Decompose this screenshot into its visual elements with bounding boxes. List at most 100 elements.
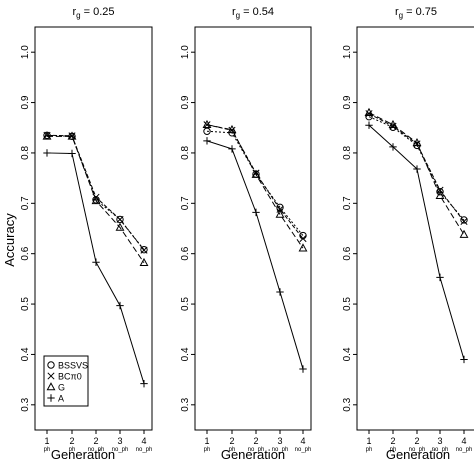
legend-entry: BSSVS <box>58 361 88 371</box>
x-tick-label: 3 <box>437 436 442 446</box>
x-tick-sublabel: ph <box>366 447 373 453</box>
y-tick-label: 0.9 <box>342 95 353 109</box>
data-point <box>252 208 260 217</box>
y-tick-label: 0.5 <box>342 297 353 311</box>
data-point <box>276 288 284 296</box>
x-tick-sublabel: no_ph <box>136 447 153 453</box>
y-tick-label: 0.4 <box>180 347 191 361</box>
data-point <box>43 149 51 157</box>
x-axis-label-2: Generation <box>221 447 285 462</box>
data-point <box>68 132 76 140</box>
x-tick-sublabel: ph <box>44 447 51 453</box>
legend-marker <box>47 394 55 402</box>
panel-title: rg = 0.54 <box>232 6 274 20</box>
data-point <box>115 222 125 231</box>
data-point <box>299 235 307 243</box>
data-point <box>364 107 374 116</box>
data-point <box>436 186 444 194</box>
y-tick-label: 0.4 <box>20 347 31 361</box>
legend-entry: BCπ0 <box>58 372 82 382</box>
legend-marker <box>46 382 56 391</box>
series-2 <box>203 121 307 243</box>
x-tick-label: 3 <box>117 436 122 446</box>
legend-marker <box>47 372 55 380</box>
x-tick-label: 3 <box>277 436 282 446</box>
series-2 <box>43 131 148 254</box>
y-tick-label: 0.4 <box>342 347 353 361</box>
data-point <box>140 245 148 254</box>
x-axis-label-1: Generation <box>51 447 115 462</box>
data-point <box>460 217 468 226</box>
x-tick-label: 4 <box>461 436 466 446</box>
y-tick-label: 0.3 <box>342 397 353 411</box>
x-tick-label: 4 <box>141 436 146 446</box>
y-axis-label: Accuracy <box>2 213 17 267</box>
data-point <box>203 137 211 145</box>
x-tick-label: 2 <box>229 436 234 446</box>
data-point <box>251 169 261 178</box>
data-point <box>459 229 469 238</box>
legend-entry: A <box>58 394 64 404</box>
y-tick-label: 1.0 <box>180 45 191 59</box>
y-tick-label: 0.3 <box>180 397 191 411</box>
x-tick-sublabel: ph <box>204 447 211 453</box>
x-tick-label: 1 <box>366 436 371 446</box>
data-point <box>203 127 211 135</box>
series-3 <box>364 107 469 238</box>
y-tick-label: 1.0 <box>20 45 31 59</box>
series-line <box>46 134 145 251</box>
plot-frame <box>194 26 312 431</box>
x-tick-sublabel: no_ph <box>295 447 312 453</box>
data-point <box>202 119 212 129</box>
series-4 <box>365 121 468 364</box>
x-tick-sublabel: ph <box>229 447 236 453</box>
data-point <box>227 124 237 134</box>
series-line <box>368 112 465 235</box>
series-3 <box>202 119 308 252</box>
data-point <box>92 258 100 266</box>
data-point <box>68 149 76 158</box>
y-tick-label: 0.8 <box>20 146 31 160</box>
data-point <box>365 121 373 129</box>
x-tick-label: 2 <box>390 436 395 446</box>
data-point <box>139 257 149 267</box>
series-line <box>46 134 145 250</box>
series-3 <box>42 131 149 267</box>
y-tick-label: 0.3 <box>20 397 31 411</box>
legend-marker <box>47 361 55 369</box>
data-point <box>299 365 307 373</box>
data-point <box>228 145 236 153</box>
y-tick-label: 0.8 <box>342 146 353 160</box>
y-tick-label: 0.6 <box>342 246 353 260</box>
x-tick-label: 2 <box>93 436 98 446</box>
x-tick-sublabel: no_ph <box>432 447 449 453</box>
series-line <box>47 135 145 264</box>
panel-1: rg = 0.250.30.40.50.60.70.80.91.01ph2ph2… <box>20 6 153 453</box>
panel-title: rg = 0.75 <box>395 6 437 20</box>
y-tick-label: 0.5 <box>20 297 31 311</box>
data-point <box>67 131 77 140</box>
series-4 <box>43 149 148 388</box>
series-line <box>206 124 304 239</box>
x-tick-label: 1 <box>204 436 209 446</box>
x-tick-sublabel: no_ph <box>456 447 473 453</box>
data-point <box>413 165 421 173</box>
data-point <box>140 379 148 388</box>
panel-3: rg = 0.750.30.40.50.60.70.80.91.01ph2ph2… <box>342 6 474 453</box>
data-point <box>91 195 101 205</box>
y-tick-label: 0.8 <box>180 146 191 160</box>
y-tick-label: 0.9 <box>180 95 191 109</box>
x-tick-sublabel: no_ph <box>272 447 289 453</box>
y-tick-label: 0.5 <box>180 297 191 311</box>
plot-frame <box>356 26 474 431</box>
data-point <box>388 119 398 129</box>
panel-title: rg = 0.25 <box>72 6 114 20</box>
series-line <box>206 124 304 249</box>
series-line <box>368 124 465 360</box>
series-line <box>46 152 145 384</box>
x-tick-label: 2 <box>253 436 258 446</box>
data-point <box>412 138 422 147</box>
x-tick-sublabel: no_ph <box>112 447 129 453</box>
x-tick-label: 2 <box>69 436 74 446</box>
